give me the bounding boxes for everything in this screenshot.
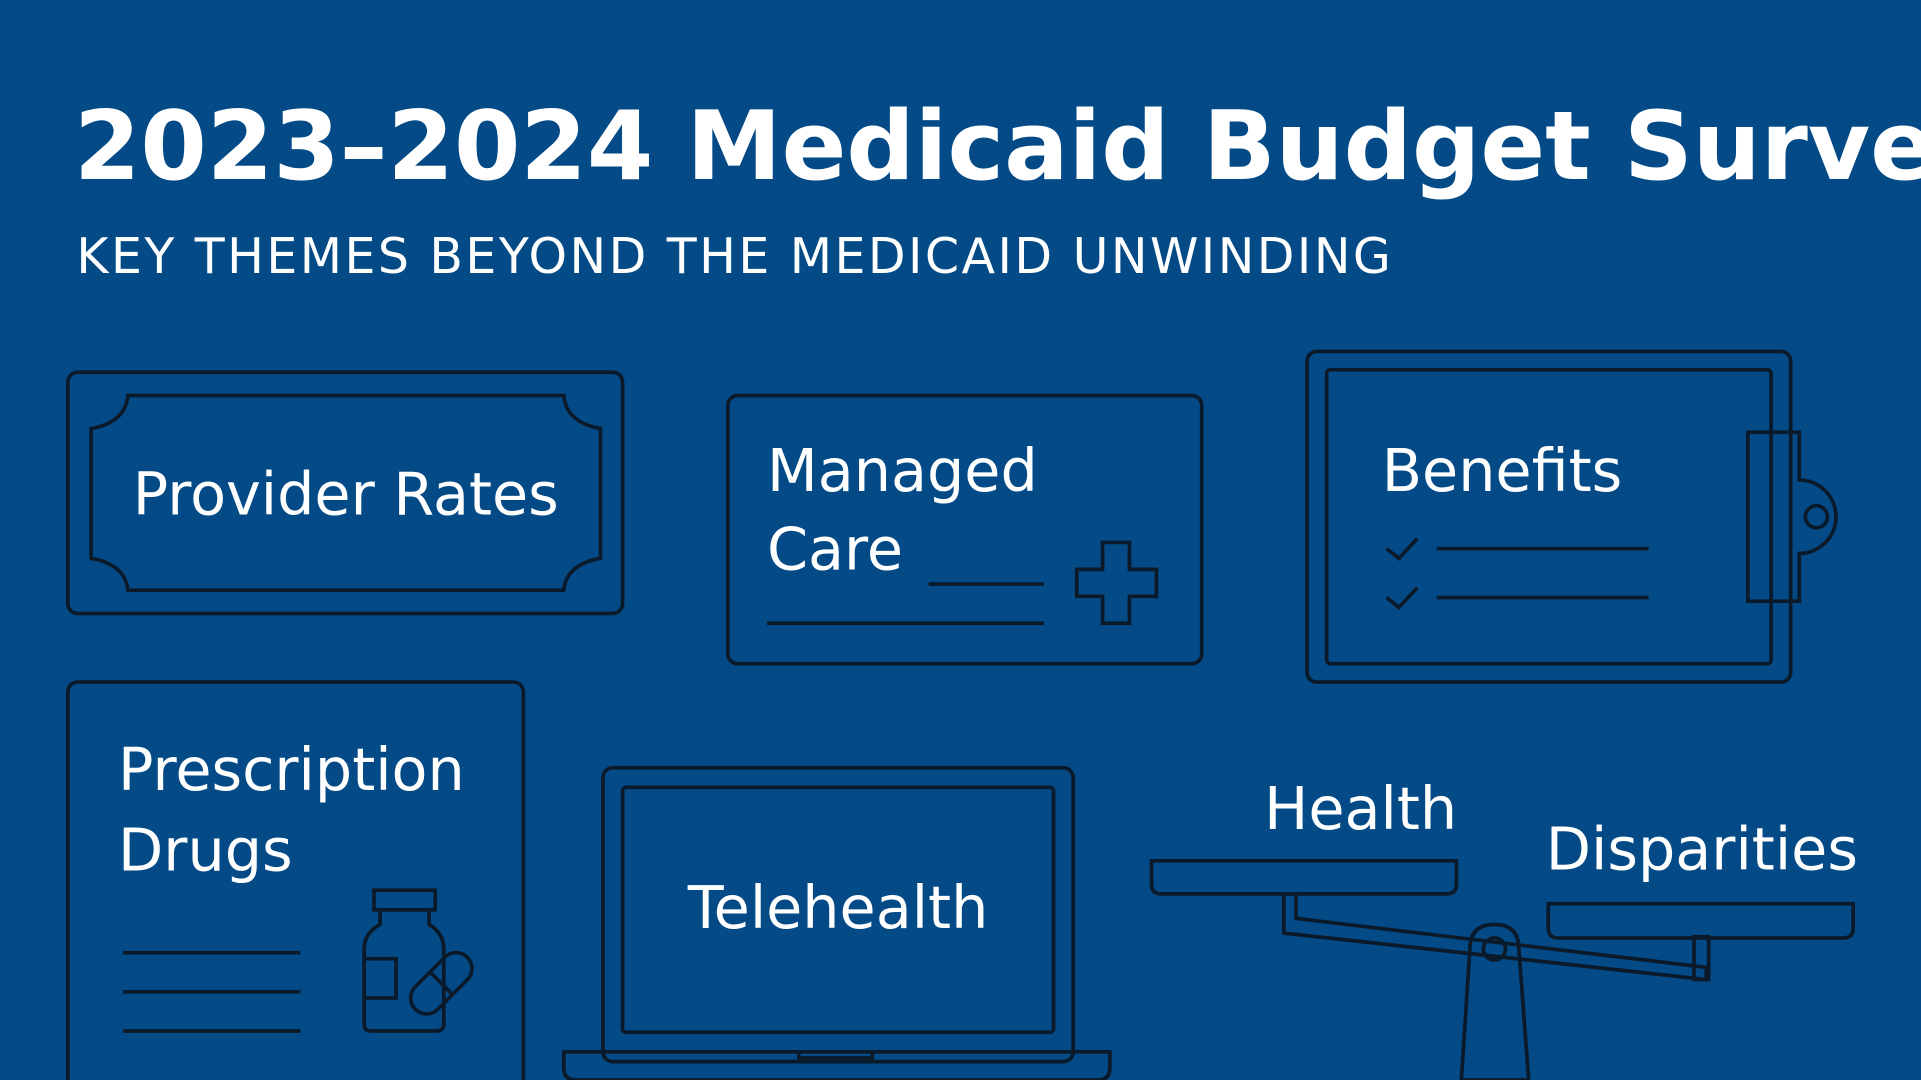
provider-rates-label: Provider Rates — [133, 459, 559, 528]
check-icon — [1385, 586, 1419, 610]
balance-scale-icon — [1149, 858, 1855, 1080]
prescription-drugs-card: Prescription Drugs — [66, 680, 526, 1080]
health-label: Health — [1264, 774, 1457, 843]
medical-cross-icon — [1074, 540, 1159, 626]
health-disparities-scale: Health Disparities — [1149, 774, 1858, 1080]
clipboard-clip-icon — [1746, 430, 1838, 604]
telehealth-laptop-icon: Telehealth — [561, 765, 1112, 1080]
prescription-drugs-label-line1: Prescription — [118, 735, 465, 804]
pill-bottle-icon — [362, 888, 474, 1033]
provider-rates-card: Provider Rates — [66, 370, 625, 616]
managed-care-label-line1: Managed — [767, 436, 1038, 505]
check-icon — [1385, 537, 1419, 561]
benefits-label: Benefits — [1382, 436, 1623, 505]
dollar-bill-icon — [89, 393, 603, 593]
disparities-label: Disparities — [1546, 814, 1858, 883]
benefits-card: Benefits — [1305, 349, 1838, 684]
managed-care-card: Managed Care — [726, 393, 1204, 666]
managed-care-label-line2: Care — [767, 514, 903, 583]
page-title: 2023–2024 Medicaid Budget Survey — [74, 90, 1921, 202]
prescription-drugs-label-line2: Drugs — [118, 816, 293, 885]
page-subtitle: KEY THEMES BEYOND THE MEDICAID UNWINDING — [76, 228, 1393, 285]
telehealth-label: Telehealth — [687, 873, 989, 942]
